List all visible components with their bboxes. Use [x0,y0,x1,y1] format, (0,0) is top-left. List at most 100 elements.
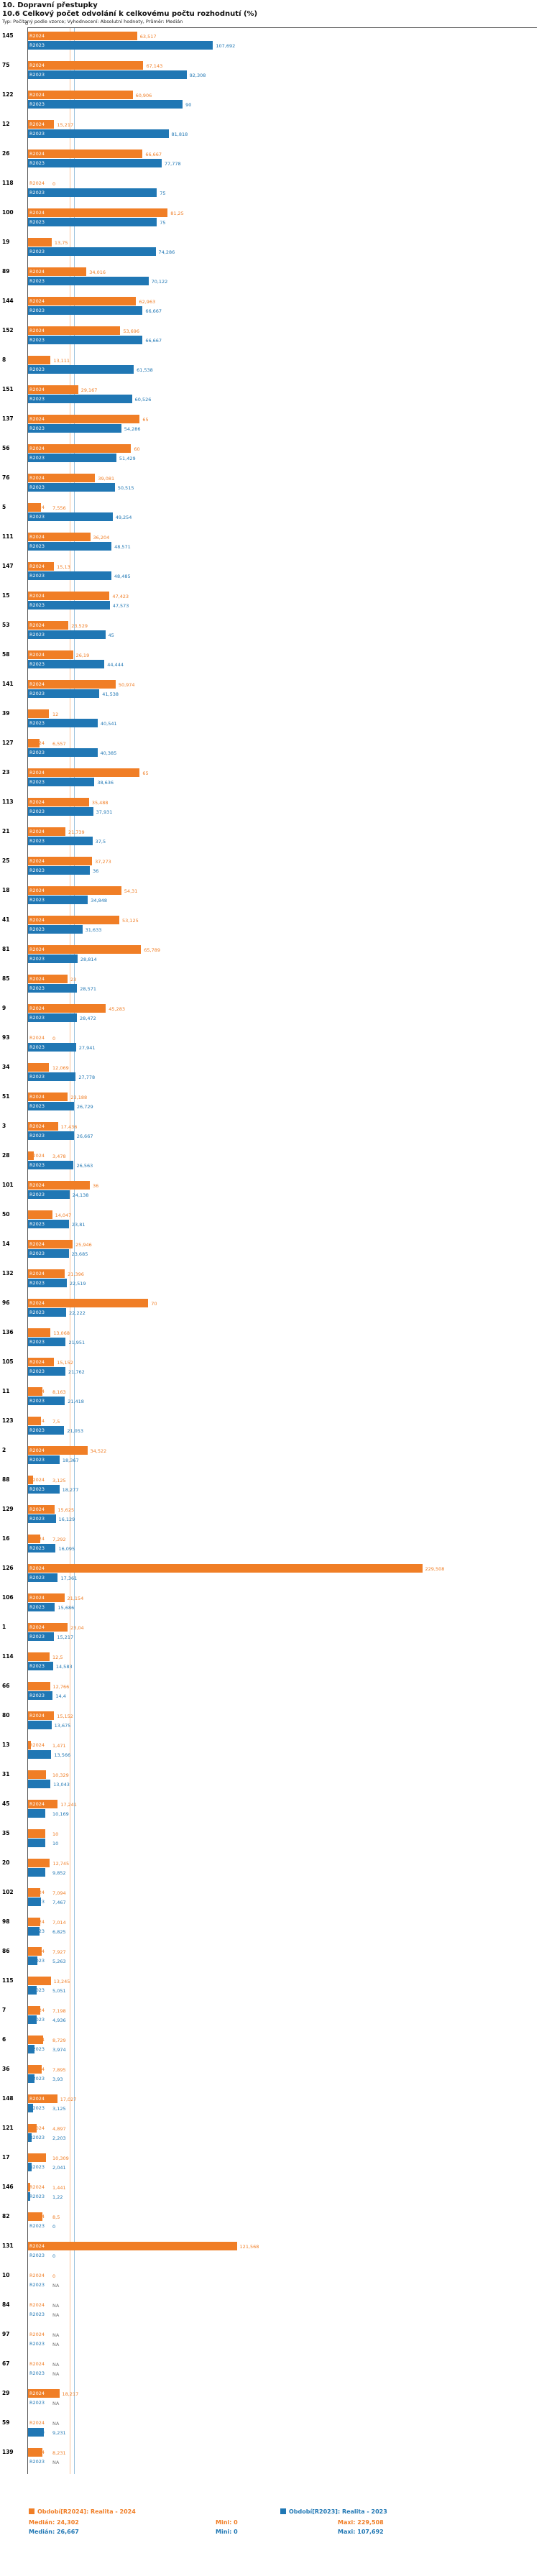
row-id-label: 106 [2,1594,14,1601]
bar-line-2024: R2024 8,231 [28,2448,537,2457]
bar-2023 [28,807,93,816]
value-label-2024: 7,895 [52,2066,66,2073]
value-label-2024: 12,5 [52,1654,63,1660]
series-label-2024: R2024 [29,1330,45,1335]
chart-row: 53 R2024 23,529 R2023 45 [2,617,537,647]
bar-line-2024: R2024 60,906 [28,91,537,99]
bar-2024 [28,2124,37,2133]
bar-line-2024: R2024 8,163 [28,1387,537,1396]
series-label-2023: R2023 [29,1103,45,1109]
chart-row: 97 R2024 NA R2023 NA [2,2327,537,2356]
chart-row: 17 R2024 10,309 R2023 2,041 [2,2150,537,2179]
bar-2023 [28,1956,37,1965]
chart-row: 123 R2024 7,5 R2023 21,053 [2,1413,537,1443]
bar-2023 [28,1455,60,1464]
row-id-label: 118 [2,180,14,186]
series-label-2023: R2023 [29,2105,45,2111]
row-id-label: 11 [2,1388,10,1394]
row-id-label: 113 [2,799,14,805]
series-label-2024: R2024 [29,2155,45,2161]
bar-line-2024: R2024 7,927 [28,1947,537,1956]
series-label-2024: R2024 [29,1654,45,1660]
bar-2023 [28,218,157,226]
bar-2023 [28,778,95,786]
value-label-2024: 60 [134,446,140,452]
series-label-2023: R2023 [29,2135,45,2140]
value-label-2024: 23,188 [70,1094,88,1100]
series-label-2024: R2024 [29,180,45,186]
bar-2023 [28,129,169,138]
bar-2024 [28,238,52,247]
bar-2023 [28,954,78,963]
value-label-2023: 15,686 [57,1604,75,1611]
value-label-2024: 26,19 [75,652,90,658]
bar-line-2024: R2024 NA [28,2360,537,2368]
bar-2023 [28,512,113,521]
series-label-2023: R2023 [29,1368,45,1374]
bar-line-2024: R2024 7,556 [28,503,537,512]
value-label-2024: 15,152 [57,1713,73,1719]
value-label-2024: 53,696 [123,328,140,334]
bar-line-2024: R2024 65,789 [28,945,537,954]
bar-line-2024: R2024 65 [28,768,537,777]
value-label-2023: 70,122 [151,278,168,285]
series-label-2023: R2023 [29,1781,45,1787]
bar-2024 [28,680,116,689]
bar-line-2024: R2024 23,529 [28,621,537,630]
value-label-2023: 5,051 [52,1987,66,1994]
bar-2024 [28,562,55,571]
series-label-2024: R2024 [29,298,45,304]
chart-row: 76 R2024 39,081 R2023 50,515 [2,470,537,500]
bar-2023 [28,1220,69,1228]
row-id-label: 41 [2,916,10,923]
bar-line-2023: R2023 3,974 [28,2045,537,2053]
series-label-2024: R2024 [29,681,45,687]
value-label-2023: 15,217 [57,1634,74,1640]
series-label-2023: R2023 [29,1457,45,1463]
value-label-2024: 53,125 [121,917,139,924]
bar-line-2024: R2024 7,292 [28,1535,537,1543]
value-label-2023: 28,472 [80,1015,96,1021]
bar-2023 [28,2428,45,2437]
series-label-2024: R2024 [29,1212,45,1218]
series-label-2023: R2023 [29,396,45,402]
report-subtitle: 10.6 Celkový počet odvolání k celkovému … [2,10,258,18]
value-label-2024: 34,522 [90,1448,107,1454]
chart-row: 67 R2024 NA R2023 NA [2,2356,537,2386]
value-label-2023: 16,095 [58,1545,75,1552]
value-label-2023: 37,5 [95,838,106,845]
legend-swatch-2023 [280,2508,286,2514]
series-label-2023: R2023 [29,1192,45,1197]
bar-line-2024: R2024 17,027 [28,2094,537,2103]
chart-row: 151 R2024 29,167 R2023 60,526 [2,382,537,411]
bar-2023 [28,1573,58,1582]
chart-row: 84 R2024 NA R2023 NA [2,2297,537,2327]
bar-2023 [28,1131,74,1140]
chart-row: 82 R2024 8,5 R2023 0 [2,2209,537,2238]
series-label-2023: R2023 [29,426,45,431]
bar-2024 [28,2006,41,2015]
series-label-2024: R2024 [29,1565,45,1571]
value-label-2023: 48,485 [114,573,131,579]
value-label-2023: 22,519 [69,1280,86,1287]
bar-2023 [28,336,143,344]
value-label-2023: 3,974 [52,2046,66,2053]
series-label-2023: R2023 [29,1251,45,1256]
stats-row-2024: Medián: 24,302 Mini: 0 Maxi: 229,508 [0,2519,539,2529]
chart-row: 50 R2024 14,047 R2023 23,81 [2,1207,537,1236]
bar-2024 [28,1977,51,1985]
bar-line-2023: R2023 22,519 [28,1279,537,1287]
bar-line-2024: R2024 15,152 [28,1358,537,1366]
bar-line-2023: R2023 13,675 [28,1721,537,1729]
bar-line-2023: R2023 31,633 [28,925,537,934]
bar-2024 [28,1564,423,1573]
value-label-2024: 7,014 [52,1919,66,1926]
chart-row: 34 R2024 12,069 R2023 27,778 [2,1059,537,1089]
row-id-label: 18 [2,887,10,893]
series-label-2024: R2024 [29,2066,45,2072]
bar-2023 [28,984,78,993]
chart-row: 122 R2024 60,906 R2023 90 [2,87,537,116]
bar-line-2023: R2023 14,4 [28,1691,537,1700]
bar-2023 [28,188,157,197]
chart-row: 1 R2024 23,04 R2023 15,217 [2,1619,537,1649]
